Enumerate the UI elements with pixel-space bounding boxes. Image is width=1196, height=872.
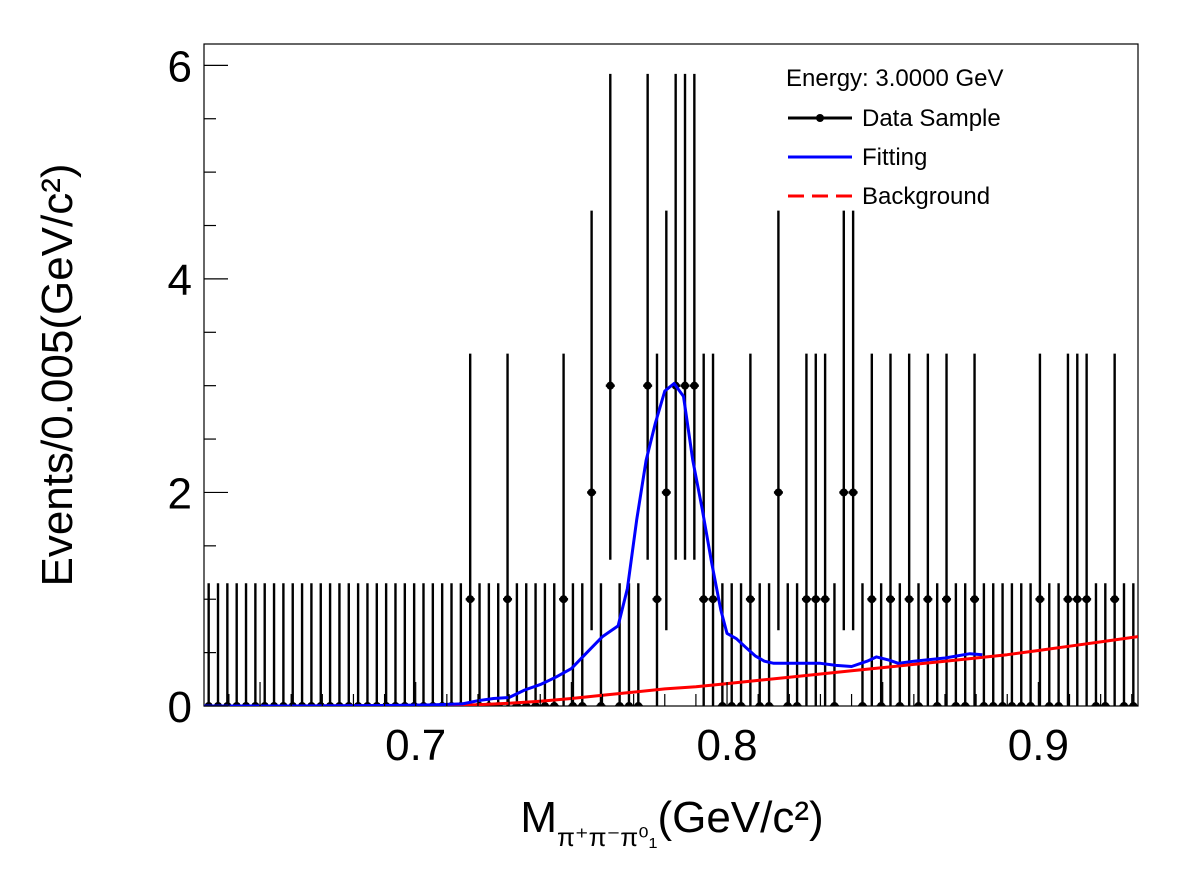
y-tick-label: 4: [168, 256, 192, 305]
x-tick-label: 0.8: [696, 721, 757, 770]
data-point: [1026, 702, 1035, 706]
data-point: [998, 702, 1007, 706]
data-point: [634, 702, 643, 706]
data-point: [830, 702, 839, 706]
data-point: [914, 702, 923, 706]
data-point: [1045, 702, 1054, 706]
data-point: [923, 595, 932, 604]
data-point: [877, 702, 886, 706]
data-point: [596, 702, 605, 706]
data-point: [811, 595, 820, 604]
data-point: [606, 381, 615, 390]
data-point: [774, 488, 783, 497]
data-point: [1129, 702, 1138, 706]
legend-entry-background: Background: [788, 183, 990, 210]
data-point: [1035, 595, 1044, 604]
data-point: [466, 595, 475, 604]
data-point: [989, 702, 998, 706]
data-point: [1007, 702, 1016, 706]
data-point: [503, 595, 512, 604]
data-point: [951, 702, 960, 706]
legend-label-fitting: Fitting: [862, 144, 927, 171]
data-point: [578, 702, 587, 706]
legend-entry-fitting: Fitting: [788, 144, 927, 171]
data-point: [652, 595, 661, 604]
data-point: [858, 702, 867, 706]
data-point: [783, 702, 792, 706]
legend: Energy: 3.0000 GeV Data Sample Fitting B…: [786, 65, 1003, 210]
data-point: [1082, 595, 1091, 604]
x-tick-label: 0.7: [385, 721, 446, 770]
data-point: [961, 702, 970, 706]
data-point: [802, 595, 811, 604]
x-axis-label-suffix: (GeV/c²): [657, 793, 823, 842]
data-point: [933, 702, 942, 706]
data-point: [1110, 595, 1119, 604]
background-curve: [204, 635, 1138, 706]
data-point: [737, 702, 746, 706]
data-point: [718, 702, 727, 706]
data-point: [895, 702, 904, 706]
legend-entry-data-sample: Data Sample: [788, 105, 1001, 132]
data-point: [727, 702, 736, 706]
data-point: [886, 595, 895, 604]
data-point: [979, 702, 988, 706]
data-point: [1091, 702, 1100, 706]
data-point: [699, 595, 708, 604]
data-point: [1101, 702, 1110, 706]
x-axis-label: Mπ⁺π⁻π⁰₁(GeV/c²): [520, 793, 823, 852]
y-tick-label: 0: [168, 683, 192, 732]
data-point: [540, 702, 549, 706]
data-point: [1017, 702, 1026, 706]
y-axis-label: Events/0.005(GeV/c²): [33, 163, 82, 586]
x-tick-label: 0.9: [1008, 721, 1069, 770]
fitting-curve: [204, 382, 983, 706]
data-point: [905, 595, 914, 604]
data-point: [942, 595, 951, 604]
data-point: [849, 488, 858, 497]
data-point: [1073, 595, 1082, 604]
y-tick-label: 2: [168, 469, 192, 518]
data-point: [559, 595, 568, 604]
x-axis-label-subscript: π⁺π⁻π⁰₁: [557, 822, 658, 852]
data-point: [839, 488, 848, 497]
plot-frame: [203, 43, 1139, 707]
data-point: [681, 381, 690, 390]
legend-marker-data-sample: [816, 114, 824, 122]
data-point: [709, 595, 718, 604]
data-point: [615, 702, 624, 706]
data-point: [1119, 702, 1128, 706]
data-point: [1054, 702, 1063, 706]
data-point: [755, 702, 764, 706]
data-point: [793, 702, 802, 706]
data-point: [690, 381, 699, 390]
data-point: [550, 702, 559, 706]
data-point: [970, 595, 979, 604]
data-point: [746, 595, 755, 604]
data-point: [867, 595, 876, 604]
data-point: [662, 488, 671, 497]
y-tick-label: 6: [168, 42, 192, 91]
data-point: [643, 381, 652, 390]
legend-header: Energy: 3.0000 GeV: [786, 65, 1003, 92]
data-point: [765, 702, 774, 706]
data-point: [624, 702, 633, 706]
legend-label-data-sample: Data Sample: [862, 105, 1001, 132]
data-point: [587, 488, 596, 497]
data-point: [568, 702, 577, 706]
legend-label-background: Background: [862, 183, 990, 210]
data-point: [821, 595, 830, 604]
data-point: [1063, 595, 1072, 604]
x-axis-label-main: M: [520, 793, 557, 842]
